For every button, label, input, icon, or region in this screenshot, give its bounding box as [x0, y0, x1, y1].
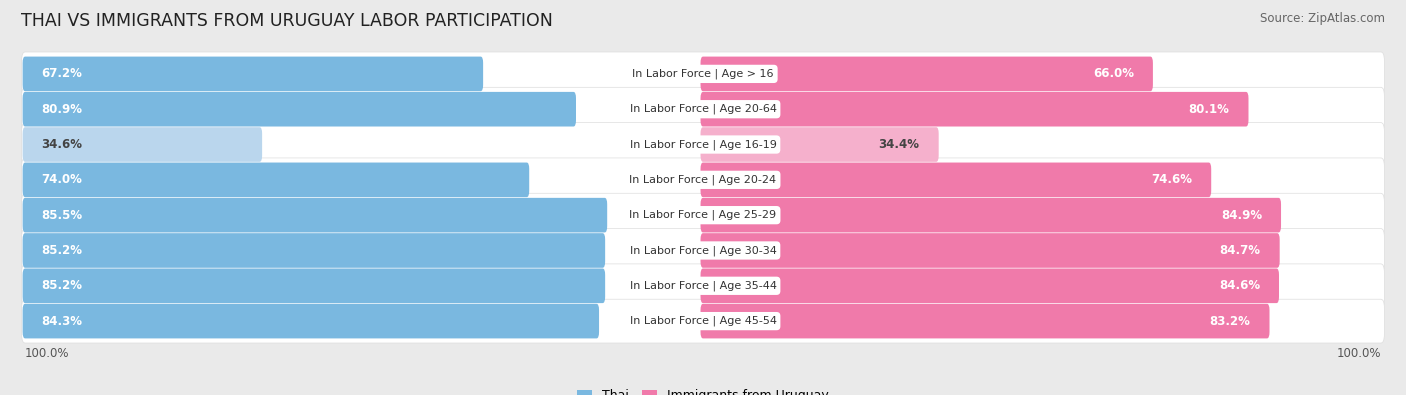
Text: 83.2%: 83.2% [1209, 314, 1250, 327]
Text: 84.9%: 84.9% [1220, 209, 1263, 222]
FancyBboxPatch shape [700, 233, 1279, 268]
FancyBboxPatch shape [21, 264, 1385, 308]
FancyBboxPatch shape [22, 198, 607, 233]
FancyBboxPatch shape [22, 92, 576, 126]
Text: 85.2%: 85.2% [42, 279, 83, 292]
FancyBboxPatch shape [22, 56, 484, 91]
Text: Source: ZipAtlas.com: Source: ZipAtlas.com [1260, 12, 1385, 25]
Text: In Labor Force | Age 20-64: In Labor Force | Age 20-64 [630, 104, 776, 115]
Text: 84.7%: 84.7% [1219, 244, 1261, 257]
FancyBboxPatch shape [21, 122, 1385, 166]
Text: 85.2%: 85.2% [42, 244, 83, 257]
Text: In Labor Force | Age 35-44: In Labor Force | Age 35-44 [630, 280, 776, 291]
Text: 74.6%: 74.6% [1152, 173, 1192, 186]
FancyBboxPatch shape [700, 304, 1270, 339]
Text: 80.9%: 80.9% [42, 103, 83, 116]
FancyBboxPatch shape [22, 162, 529, 197]
Text: THAI VS IMMIGRANTS FROM URUGUAY LABOR PARTICIPATION: THAI VS IMMIGRANTS FROM URUGUAY LABOR PA… [21, 12, 553, 30]
Text: In Labor Force | Age 20-24: In Labor Force | Age 20-24 [630, 175, 776, 185]
FancyBboxPatch shape [22, 233, 605, 268]
FancyBboxPatch shape [21, 87, 1385, 131]
Text: 85.5%: 85.5% [42, 209, 83, 222]
FancyBboxPatch shape [700, 127, 939, 162]
Text: In Labor Force | Age 16-19: In Labor Force | Age 16-19 [630, 139, 776, 150]
Legend: Thai, Immigrants from Uruguay: Thai, Immigrants from Uruguay [572, 384, 834, 395]
FancyBboxPatch shape [21, 158, 1385, 202]
Text: In Labor Force | Age > 16: In Labor Force | Age > 16 [633, 69, 773, 79]
FancyBboxPatch shape [700, 56, 1153, 91]
Text: 67.2%: 67.2% [42, 68, 83, 81]
Text: In Labor Force | Age 30-34: In Labor Force | Age 30-34 [630, 245, 776, 256]
FancyBboxPatch shape [21, 193, 1385, 237]
FancyBboxPatch shape [21, 299, 1385, 343]
FancyBboxPatch shape [22, 269, 605, 303]
Text: 84.6%: 84.6% [1219, 279, 1260, 292]
Text: 34.4%: 34.4% [879, 138, 920, 151]
Text: In Labor Force | Age 25-29: In Labor Force | Age 25-29 [630, 210, 776, 220]
FancyBboxPatch shape [22, 304, 599, 339]
FancyBboxPatch shape [700, 269, 1279, 303]
FancyBboxPatch shape [700, 162, 1211, 197]
Text: 66.0%: 66.0% [1092, 68, 1133, 81]
Text: 100.0%: 100.0% [1337, 346, 1381, 359]
Text: 80.1%: 80.1% [1188, 103, 1229, 116]
Text: 74.0%: 74.0% [42, 173, 83, 186]
Text: 84.3%: 84.3% [42, 314, 83, 327]
FancyBboxPatch shape [21, 229, 1385, 273]
Text: 34.6%: 34.6% [42, 138, 83, 151]
FancyBboxPatch shape [700, 198, 1281, 233]
FancyBboxPatch shape [700, 92, 1249, 126]
Text: In Labor Force | Age 45-54: In Labor Force | Age 45-54 [630, 316, 776, 326]
FancyBboxPatch shape [21, 52, 1385, 96]
FancyBboxPatch shape [22, 127, 262, 162]
Text: 100.0%: 100.0% [25, 346, 69, 359]
